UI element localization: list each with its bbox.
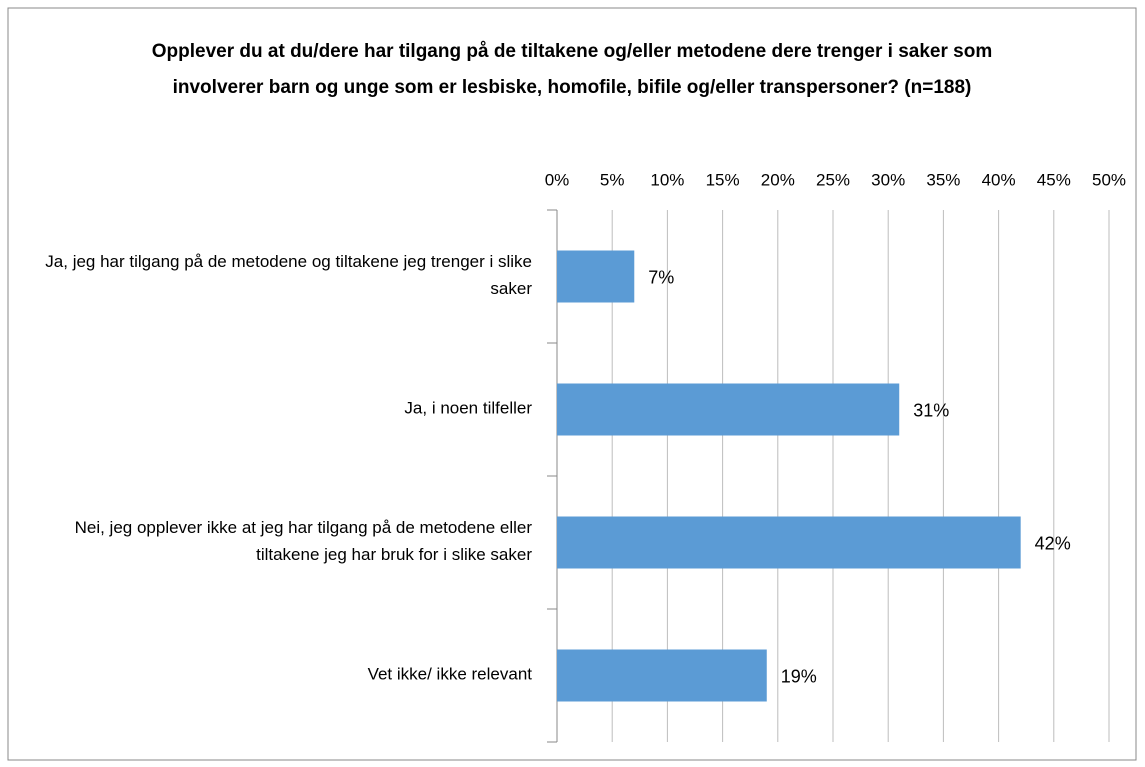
data-label: 7% [648,267,674,287]
y-tick-label: Ja, i noen tilfeller [404,399,532,418]
chart-title: Opplever du at du/dere har tilgang på de… [152,41,992,98]
x-tick-label: 20% [761,170,795,189]
x-tick-label: 35% [926,170,960,189]
x-tick-label: 15% [706,170,740,189]
x-tick-label: 45% [1037,170,1071,189]
data-label: 31% [913,400,949,420]
x-tick-label: 25% [816,170,850,189]
data-label: 19% [781,666,817,686]
x-tick-label: 10% [650,170,684,189]
data-label: 42% [1035,533,1071,553]
y-tick-label: Ja, jeg har tilgang på de metodene og ti… [45,252,532,298]
bar [557,649,767,702]
y-tick-label: Vet ikke/ ikke relevant [368,665,533,684]
x-tick-label: 5% [600,170,625,189]
bar [557,250,635,303]
x-tick-label: 0% [545,170,570,189]
x-tick-label: 30% [871,170,905,189]
x-tick-label: 40% [982,170,1016,189]
x-tick-label: 50% [1092,170,1126,189]
bar [557,383,900,436]
bar [557,516,1021,569]
y-tick-label: Nei, jeg opplever ikke at jeg har tilgan… [75,518,533,564]
